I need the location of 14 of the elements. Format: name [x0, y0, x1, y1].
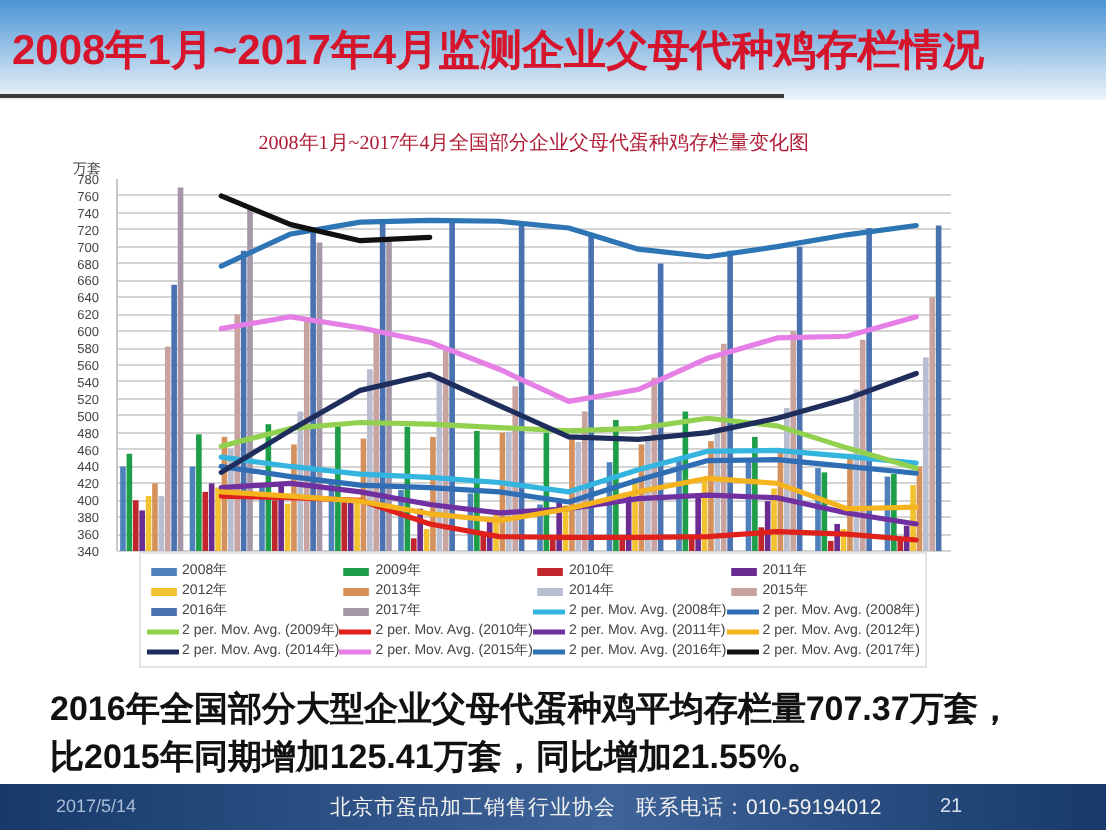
line-series — [218, 457, 919, 505]
line-series — [218, 415, 919, 471]
text: 联系电话：010-59194012 — [636, 794, 882, 824]
line-series — [218, 217, 919, 269]
text: 2017/5/14 — [56, 794, 137, 820]
line-series — [218, 370, 919, 475]
line-series — [218, 193, 433, 244]
line-series — [218, 314, 919, 404]
text: 北京市蛋品加工销售行业协会 — [330, 794, 616, 824]
line-series — [218, 447, 919, 495]
text: 2016年全国部分大型企业父母代蛋种鸡平均存栏量707.37万套，比2015年同期增加125.41万套，同比增加21.55%。 — [50, 688, 1012, 780]
chart-subtitle: 2008年1月~2017年4月全国部分企业父母代蛋种鸡存栏量变化图 — [258, 131, 810, 155]
text: 21 — [940, 794, 963, 822]
chart-title: 2008年1月~2017年4月监测企业父母代种鸡存栏情况 — [12, 26, 985, 78]
